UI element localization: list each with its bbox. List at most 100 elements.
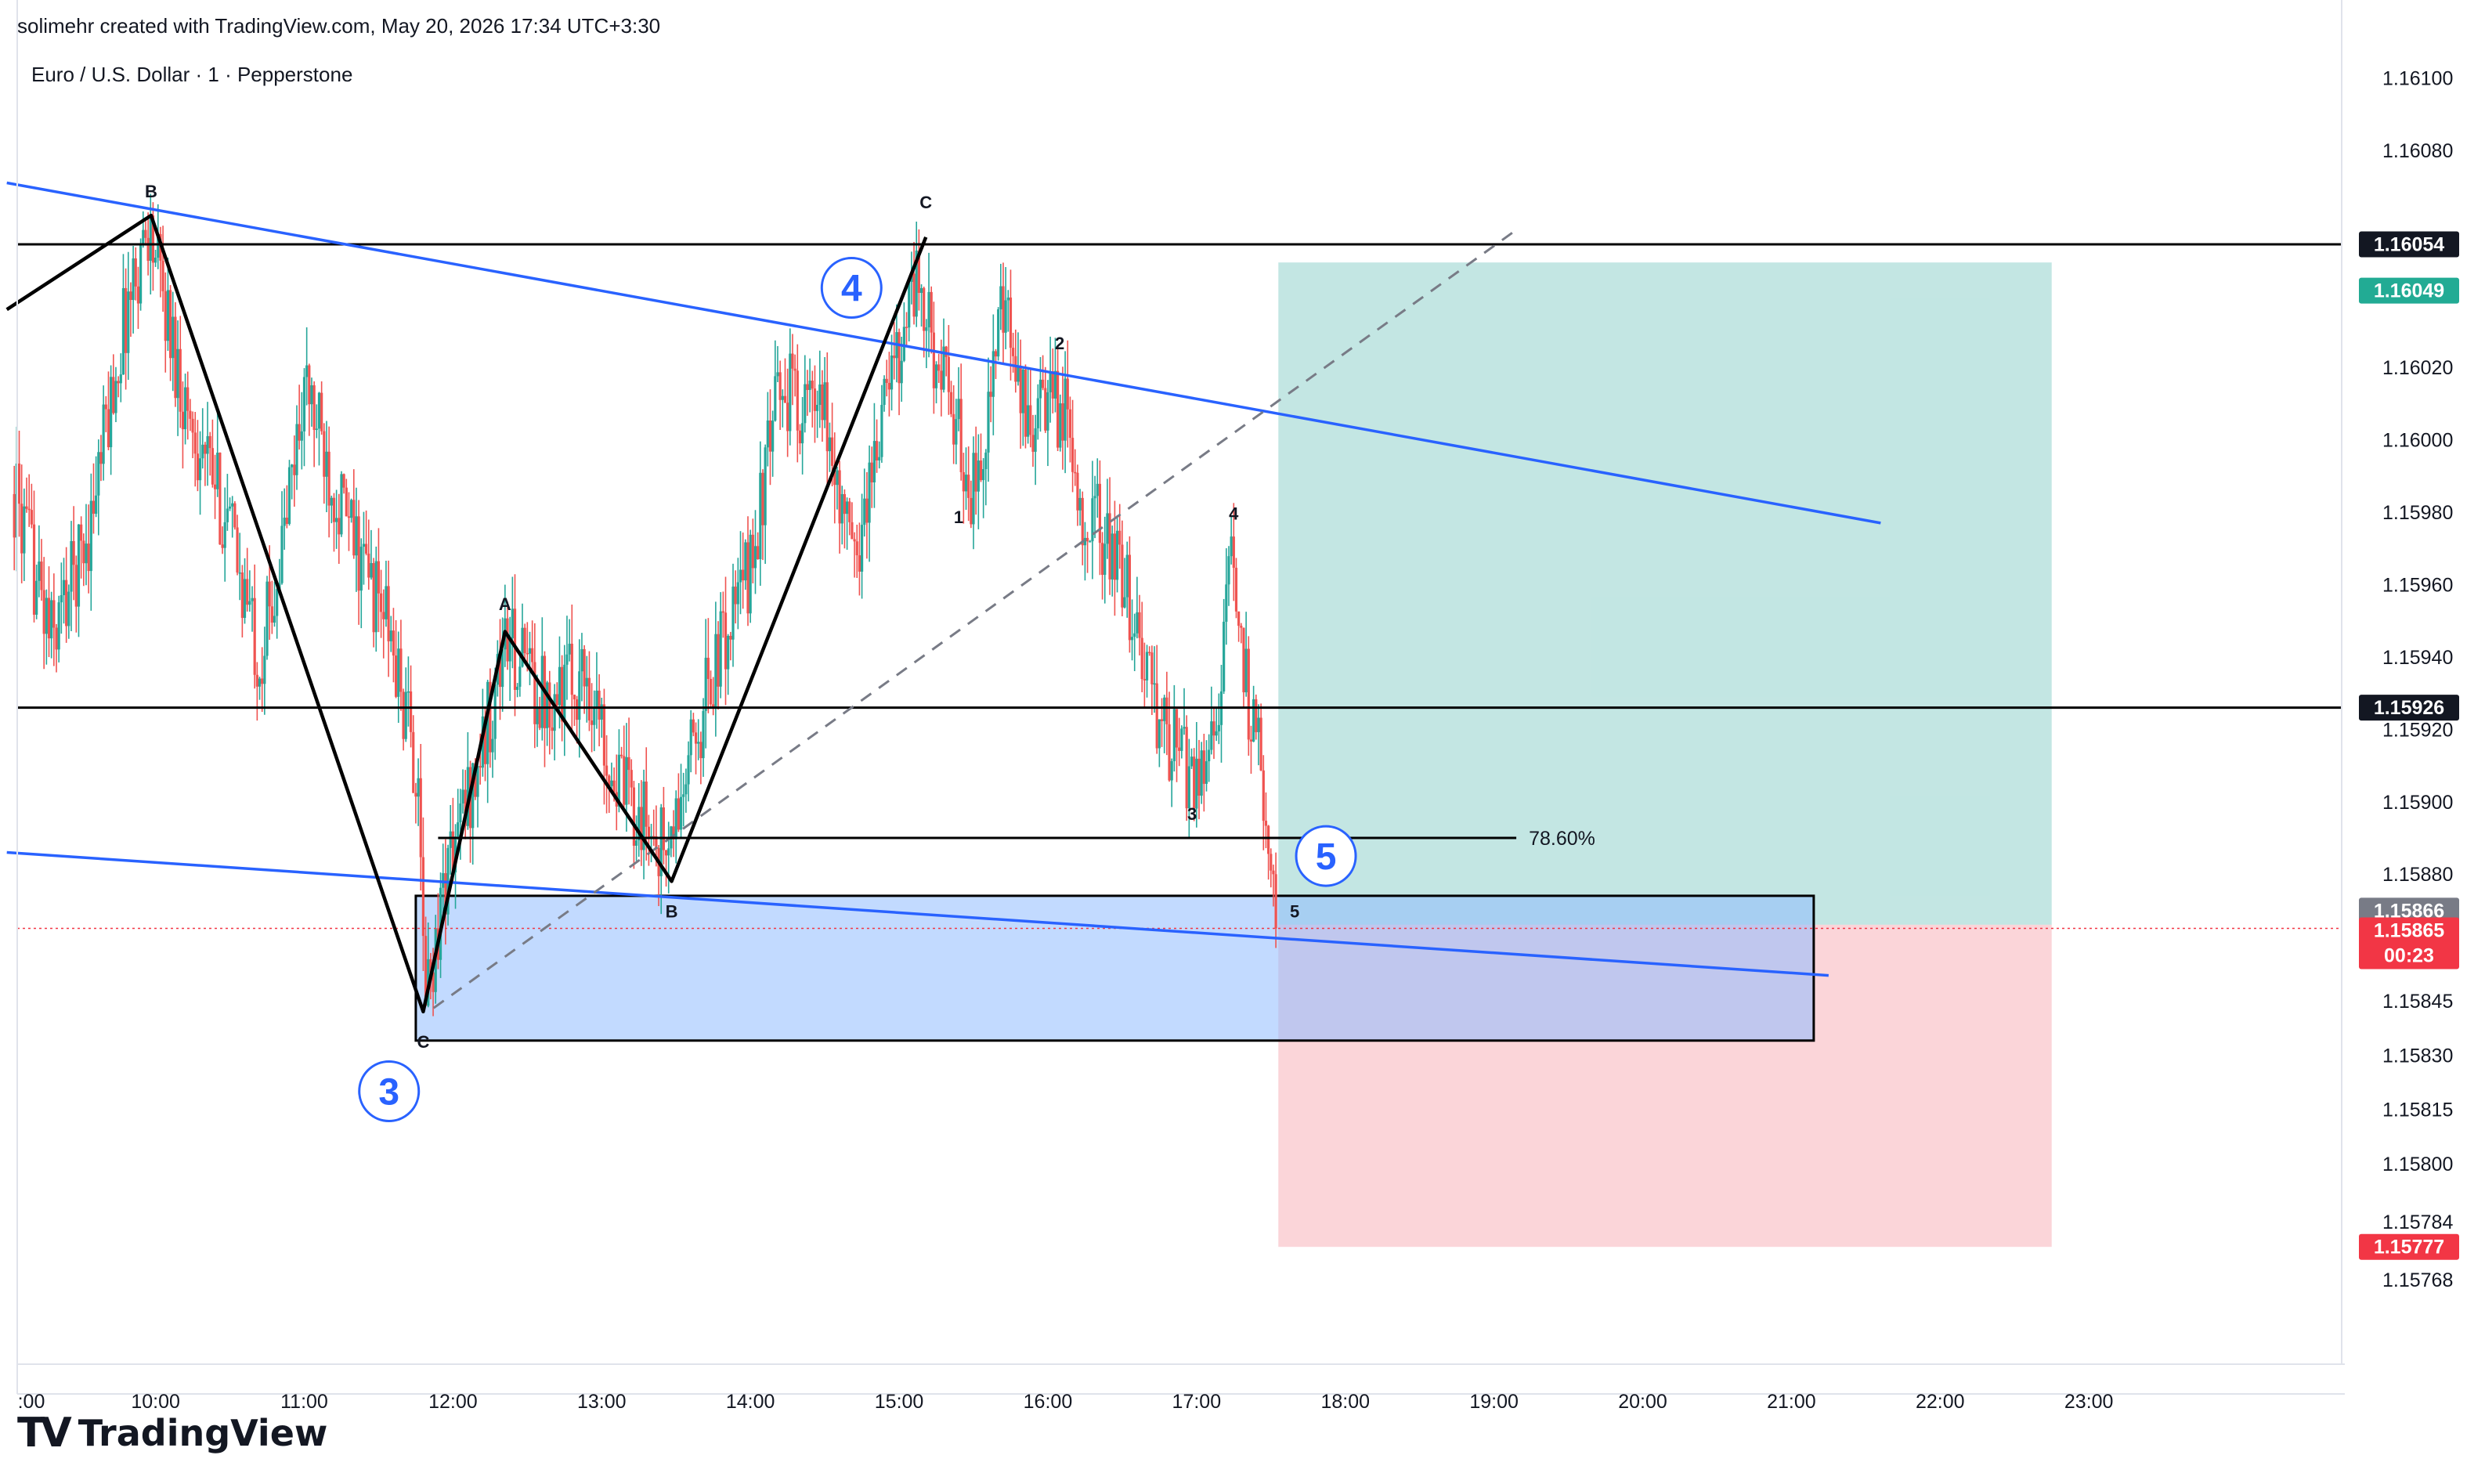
time-tick-10: 19:00 [1469, 1391, 1519, 1413]
candle-body [1165, 697, 1168, 724]
candle-body [704, 657, 707, 711]
time-tick-0: :00 [18, 1391, 45, 1413]
candle-body [1068, 409, 1072, 439]
candle-body [523, 627, 526, 653]
candle-body [808, 381, 811, 390]
candle-body [50, 600, 53, 639]
candle-body [781, 395, 784, 400]
symbol-title[interactable]: Euro / U.S. Dollar · 1 · Pepperstone [31, 63, 353, 86]
candle-body [402, 691, 405, 739]
candle-body [1178, 747, 1181, 751]
candle-body [1148, 652, 1151, 654]
candle-body [223, 522, 226, 548]
candle-body [833, 465, 836, 486]
candle-body [325, 451, 328, 477]
candle-body [679, 796, 683, 830]
candle-body [67, 591, 70, 626]
candle-body [1264, 821, 1268, 826]
zones-layer [414, 262, 2052, 1247]
candle-body [52, 600, 56, 628]
price-tag-1: 1.16054 [2359, 231, 2459, 258]
candle-body [335, 518, 338, 522]
candle-body [940, 370, 943, 390]
candle-body [605, 765, 609, 776]
candle-body [645, 782, 648, 827]
price-tick-6: 1.15960 [2382, 574, 2453, 596]
candle-body [724, 612, 728, 670]
candle-body [1185, 727, 1188, 809]
candle-body [1170, 760, 1173, 781]
candle-body [1024, 369, 1028, 437]
circled-wave-number: 3 [378, 1071, 399, 1113]
candle-body [270, 606, 273, 623]
candle-body [380, 593, 383, 612]
candle-body [157, 233, 160, 258]
candle-body [208, 435, 211, 449]
price-tick-5: 1.15980 [2382, 502, 2453, 524]
candle-body [593, 707, 596, 725]
candle-body [776, 372, 779, 377]
candle-body [276, 589, 279, 616]
time-tick-2: 11:00 [280, 1391, 328, 1413]
circled-wave-3: 3 [358, 1060, 421, 1122]
candle-body [667, 848, 670, 856]
candle-body [1193, 756, 1196, 809]
candle-body [662, 807, 665, 850]
candle-body [226, 508, 229, 522]
price-tick-9: 1.15900 [2382, 792, 2453, 814]
candle-body [201, 444, 204, 459]
candle-body [1056, 370, 1060, 448]
candle-body [640, 807, 643, 850]
candle-body [1027, 405, 1030, 437]
wave-label-1: B [145, 182, 157, 201]
candle-body [1136, 612, 1139, 634]
candle-body [300, 431, 303, 441]
candle-body [47, 598, 51, 639]
candle-body [38, 561, 41, 581]
candle-body [942, 346, 945, 390]
price-tick-15: 1.15784 [2382, 1211, 2453, 1233]
candle-body [699, 742, 703, 759]
candle-body [1223, 621, 1226, 691]
candle-body [1240, 626, 1243, 628]
candle-body [1121, 544, 1124, 608]
price-tag-bg [2359, 1233, 2459, 1260]
candle-body [947, 356, 950, 392]
candle-body [572, 695, 576, 700]
candle-body [565, 654, 569, 665]
candle-body [905, 327, 908, 328]
candle-body [263, 655, 266, 684]
tradingview-logo[interactable]: TV TradingView [17, 1410, 327, 1457]
time-tick-12: 21:00 [1767, 1391, 1816, 1413]
candle-body [702, 710, 705, 759]
candle-body [1205, 761, 1208, 784]
candle-body [1208, 749, 1211, 762]
candle-body [1274, 874, 1277, 929]
candle-body [742, 569, 745, 581]
candle-body [179, 348, 182, 412]
candle-body [836, 470, 839, 486]
axes-layer: :00 10:00 11:00 12:00 13:00 14:00 15:00 16:00 17… [16, 0, 2453, 1413]
candle-body [1168, 724, 1171, 781]
candle-body [912, 273, 916, 317]
candle-body [821, 384, 824, 421]
candle-body [114, 381, 117, 413]
price-tag-label: 1.16049 [2374, 280, 2444, 302]
price-tag-bg [2359, 277, 2459, 304]
time-tick-1: 10:00 [131, 1391, 180, 1413]
wave-labels-layer: B A B C C 1 2 3 4 5 3 4 5 [145, 182, 1357, 1122]
candle-body [677, 798, 680, 830]
candle-body [610, 780, 613, 786]
candle-body [125, 287, 128, 353]
candle-body [23, 506, 26, 554]
candle-body [682, 794, 685, 797]
candle-body [62, 580, 66, 596]
candle-body [287, 467, 291, 525]
candle-body [45, 598, 48, 634]
candle-body [1252, 699, 1255, 742]
candle-body [372, 563, 375, 633]
price-tag-5: 1.15865 00:23 [2359, 917, 2459, 969]
candle-body [483, 716, 487, 764]
candle-body [919, 287, 923, 294]
